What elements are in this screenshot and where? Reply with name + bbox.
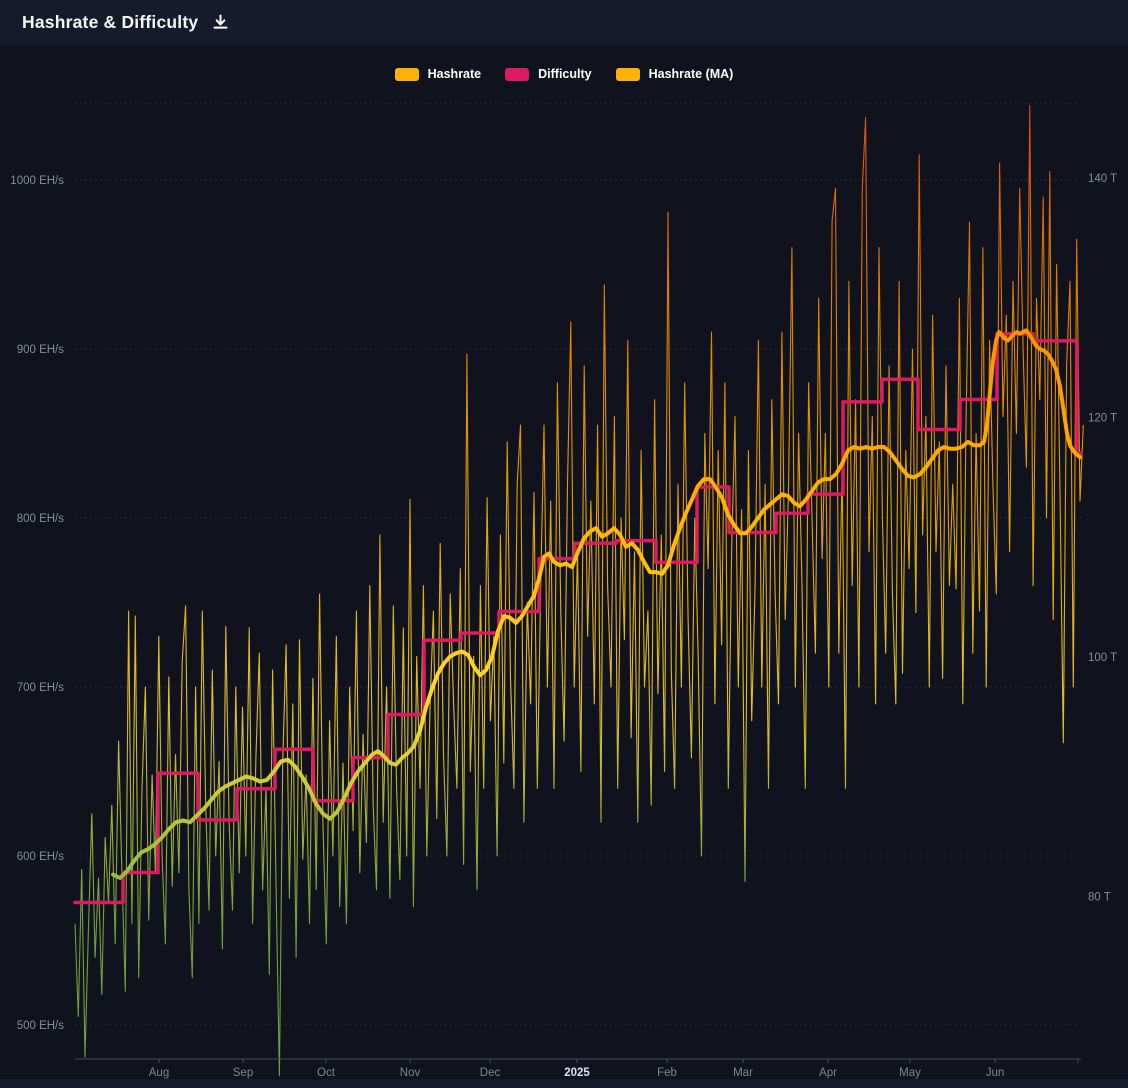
- chart-legend: Hashrate Difficulty Hashrate (MA): [0, 64, 1128, 84]
- y-left-tick-label: 900 EH/s: [17, 344, 65, 356]
- hashrate-ma-line: [111, 328, 1082, 880]
- x-tick-label: Aug: [149, 1067, 169, 1079]
- y-left-tick-label: 500 EH/s: [17, 1020, 65, 1032]
- page-title: Hashrate & Difficulty: [22, 12, 199, 32]
- y-right-tick-label: 120 T: [1088, 413, 1117, 425]
- legend-label: Hashrate: [427, 67, 482, 81]
- hashrate-line: [74, 105, 1084, 1077]
- y-right-tick-label: 80 T: [1088, 892, 1111, 904]
- x-tick-label: Nov: [400, 1067, 421, 1079]
- hashrate-swatch: [394, 67, 419, 81]
- hashrate-ma-swatch: [615, 67, 640, 81]
- legend-label: Difficulty: [538, 67, 592, 81]
- x-tick-label: Apr: [819, 1067, 837, 1079]
- difficulty-swatch: [505, 67, 530, 81]
- legend-label: Hashrate (MA): [648, 67, 734, 81]
- y-left-tick-label: 600 EH/s: [17, 851, 65, 863]
- x-tick-label: May: [899, 1067, 921, 1079]
- y-left-tick-label: 800 EH/s: [17, 513, 65, 525]
- chart-header: Hashrate & Difficulty: [0, 0, 1128, 45]
- x-tick-label: Oct: [317, 1067, 336, 1079]
- download-button[interactable]: [212, 14, 229, 31]
- x-tick-label: Feb: [657, 1067, 677, 1079]
- y-left-tick-label: 1000 EH/s: [10, 175, 64, 187]
- x-tick-label: Mar: [733, 1067, 753, 1079]
- y-left-tick-label: 700 EH/s: [17, 682, 65, 694]
- axes: 1000 EH/s 900 EH/s 800 EH/s 700 EH/s 600 EH/…: [10, 173, 1117, 1079]
- legend-item-hashrate[interactable]: Hashrate: [394, 67, 482, 81]
- difficulty-line: [73, 331, 1083, 905]
- bottom-strip: [0, 1079, 1128, 1088]
- y-right-tick-label: 140 T: [1088, 173, 1117, 185]
- x-tick-label: Jun: [986, 1067, 1005, 1079]
- chart-series: [73, 105, 1084, 1077]
- legend-item-hashrate-ma[interactable]: Hashrate (MA): [615, 67, 734, 81]
- legend-item-difficulty[interactable]: Difficulty: [505, 67, 592, 81]
- x-tick-label: Sep: [233, 1067, 253, 1079]
- download-icon: [213, 14, 228, 29]
- x-tick-label: 2025: [564, 1067, 590, 1079]
- x-tick-label: Dec: [480, 1067, 501, 1079]
- y-right-tick-label: 100 T: [1088, 652, 1117, 664]
